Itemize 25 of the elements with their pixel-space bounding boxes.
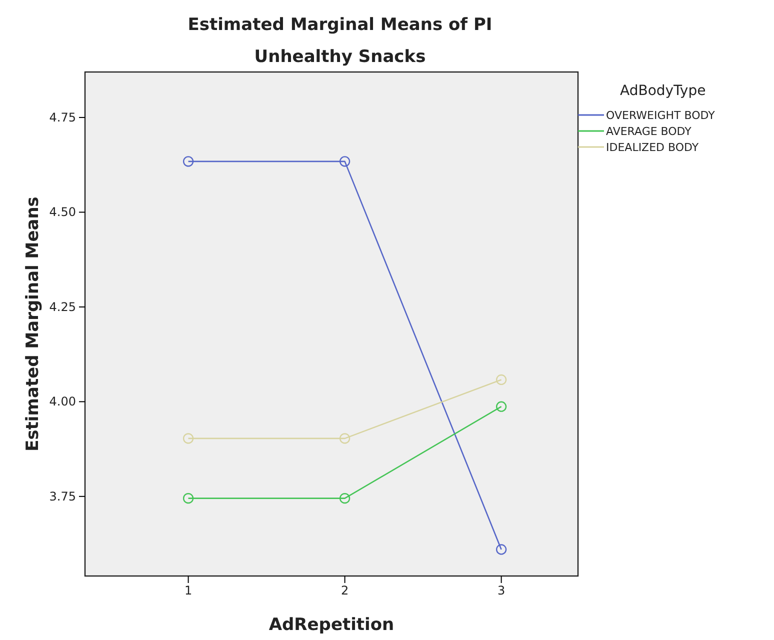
point [339,433,350,444]
y-tick-label: 4.00 [49,394,76,409]
legend-label: OVERWEIGHT BODY [606,109,716,122]
legend-label: AVERAGE BODY [606,125,692,138]
x-tick-label: 3 [497,584,506,598]
point [496,374,507,386]
y-tick-label: 3.75 [49,489,76,504]
x-tick-label: 1 [184,584,192,598]
point [182,156,194,167]
chart-subtitle: Unhealthy Snacks [254,47,426,67]
point [339,493,350,504]
point [182,433,194,444]
point [496,544,507,555]
x-tick-label: 2 [340,584,349,598]
legend-title: AdBodyType [620,83,706,99]
legend-label: IDEALIZED BODY [606,141,699,154]
y-tick-label: 4.75 [49,110,76,124]
point [182,493,194,504]
point [496,401,507,412]
point [339,156,350,167]
x-axis-title: AdRepetition [268,615,394,635]
y-axis-title: Estimated Marginal Means [23,196,43,452]
y-tick-label: 4.50 [49,205,76,220]
y-tick-label: 4.25 [49,300,76,314]
chart-title: Estimated Marginal Means of PI [188,15,492,35]
